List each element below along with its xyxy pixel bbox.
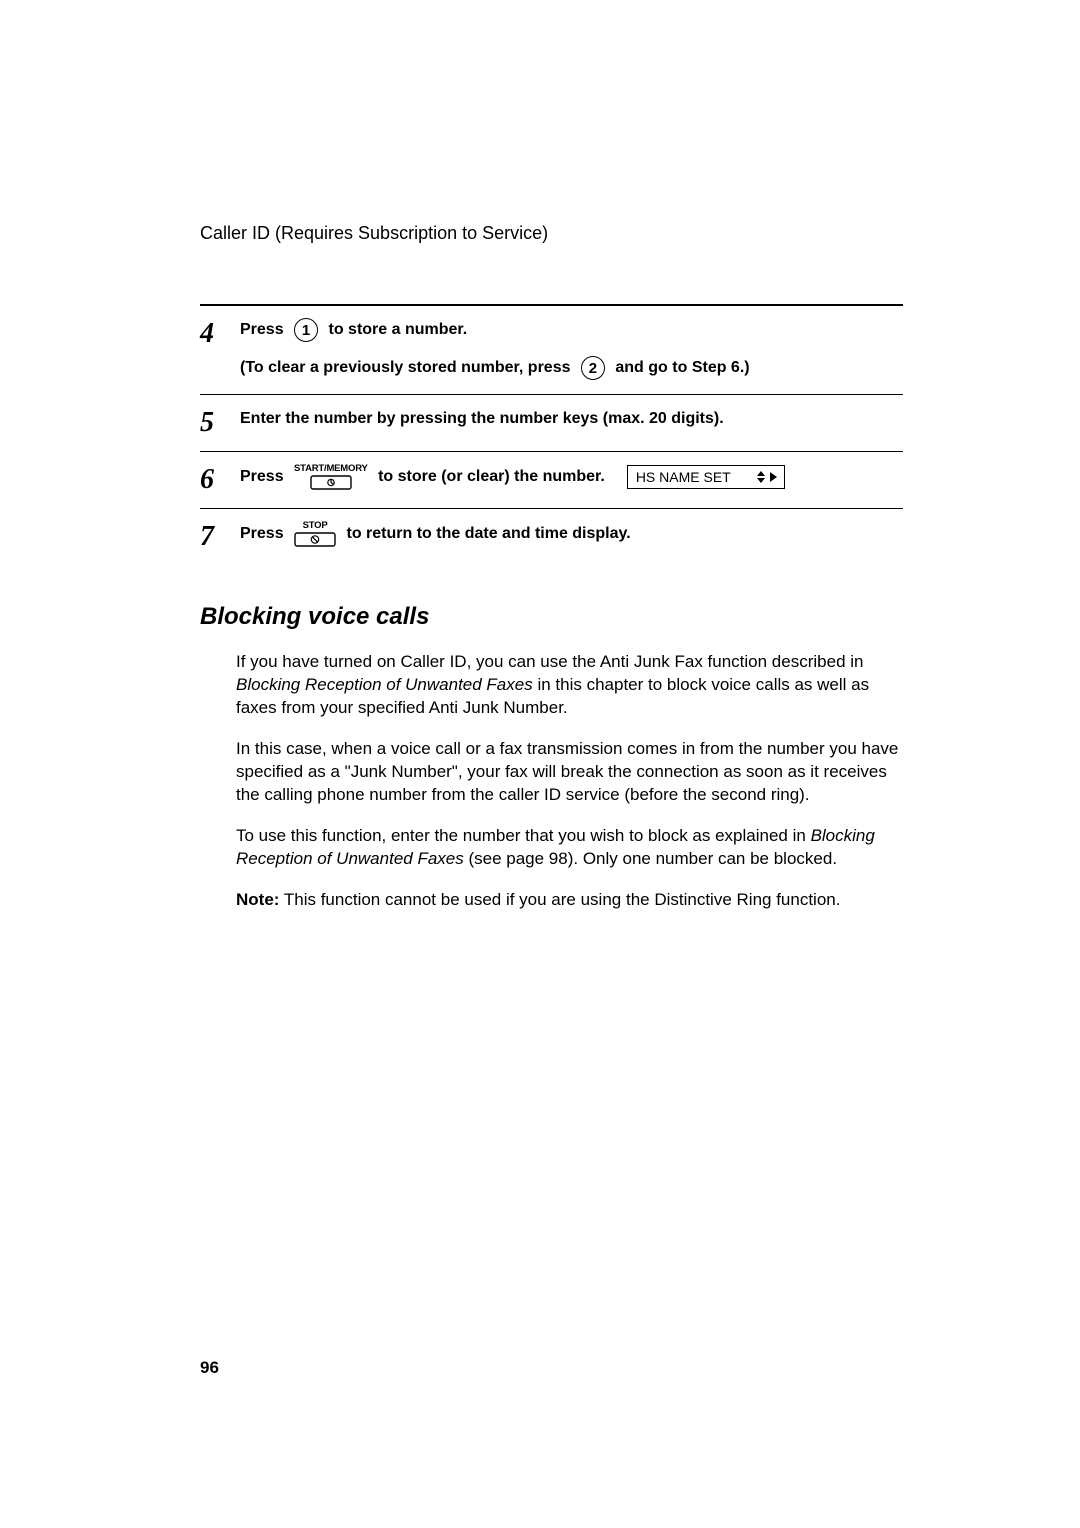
paragraph: To use this function, enter the number t…	[236, 825, 903, 871]
key-2-icon: 2	[581, 356, 605, 380]
step-text: to store a number.	[324, 318, 467, 341]
step-line: Press STOP to return to the date and tim…	[240, 521, 903, 547]
step-text: Press	[240, 318, 288, 341]
note-text: This function cannot be used if you are …	[279, 890, 840, 909]
note-label: Note:	[236, 890, 279, 909]
step-text: and go to Step 6.)	[611, 356, 750, 379]
text-run: (see page 98). Only one number can be bl…	[464, 849, 837, 868]
step-text: to return to the date and time display.	[342, 522, 631, 545]
key-1-icon: 1	[294, 318, 318, 342]
button-label: START/MEMORY	[294, 464, 368, 474]
step-number: 5	[200, 407, 240, 437]
step-text: to store (or clear) the number.	[374, 465, 605, 488]
step-text: Enter the number by pressing the number …	[240, 407, 724, 430]
page-number: 96	[200, 1358, 219, 1378]
step-6: 6 Press START/MEMORY to store (or clear)…	[200, 452, 903, 508]
step-line: Press 1 to store a number.	[240, 318, 903, 342]
step-number: 7	[200, 521, 240, 551]
text-run: If you have turned on Caller ID, you can…	[236, 652, 863, 671]
button-label: STOP	[303, 521, 328, 531]
step-number: 4	[200, 318, 240, 348]
lcd-arrows-icon	[756, 470, 778, 484]
step-line: (To clear a previously stored number, pr…	[240, 356, 903, 380]
stop-button-icon: STOP	[294, 521, 336, 547]
text-run: To use this function, enter the number t…	[236, 826, 811, 845]
paragraph: In this case, when a voice call or a fax…	[236, 738, 903, 807]
start-memory-button-icon: START/MEMORY	[294, 464, 368, 490]
italic-reference: Blocking Reception of Unwanted Faxes	[236, 675, 533, 694]
step-5: 5 Enter the number by pressing the numbe…	[200, 395, 903, 451]
section-heading: Blocking voice calls	[200, 603, 903, 631]
step-4: 4 Press 1 to store a number. (To clear a…	[200, 306, 903, 394]
note-paragraph: Note: This function cannot be used if yo…	[236, 889, 903, 912]
running-header: Caller ID (Requires Subscription to Serv…	[200, 223, 903, 244]
step-line: Enter the number by pressing the number …	[240, 407, 903, 430]
step-text: Press	[240, 465, 288, 488]
step-text: (To clear a previously stored number, pr…	[240, 356, 575, 379]
step-body: Press START/MEMORY to store (or clear) t…	[240, 464, 903, 490]
steps-list: 4 Press 1 to store a number. (To clear a…	[200, 306, 903, 555]
step-number: 6	[200, 464, 240, 494]
step-body: Press 1 to store a number. (To clear a p…	[240, 318, 903, 380]
section-body: If you have turned on Caller ID, you can…	[236, 651, 903, 911]
step-body: Enter the number by pressing the number …	[240, 407, 903, 430]
step-body: Press STOP to return to the date and tim…	[240, 521, 903, 547]
step-7: 7 Press STOP to return to the date and t…	[200, 509, 903, 555]
step-text: Press	[240, 522, 288, 545]
lcd-display: HS NAME SET	[627, 465, 785, 489]
lcd-text: HS NAME SET	[636, 467, 731, 487]
paragraph: If you have turned on Caller ID, you can…	[236, 651, 903, 720]
step-line: Press START/MEMORY to store (or clear) t…	[240, 464, 903, 490]
manual-page: Caller ID (Requires Subscription to Serv…	[0, 0, 1080, 1528]
